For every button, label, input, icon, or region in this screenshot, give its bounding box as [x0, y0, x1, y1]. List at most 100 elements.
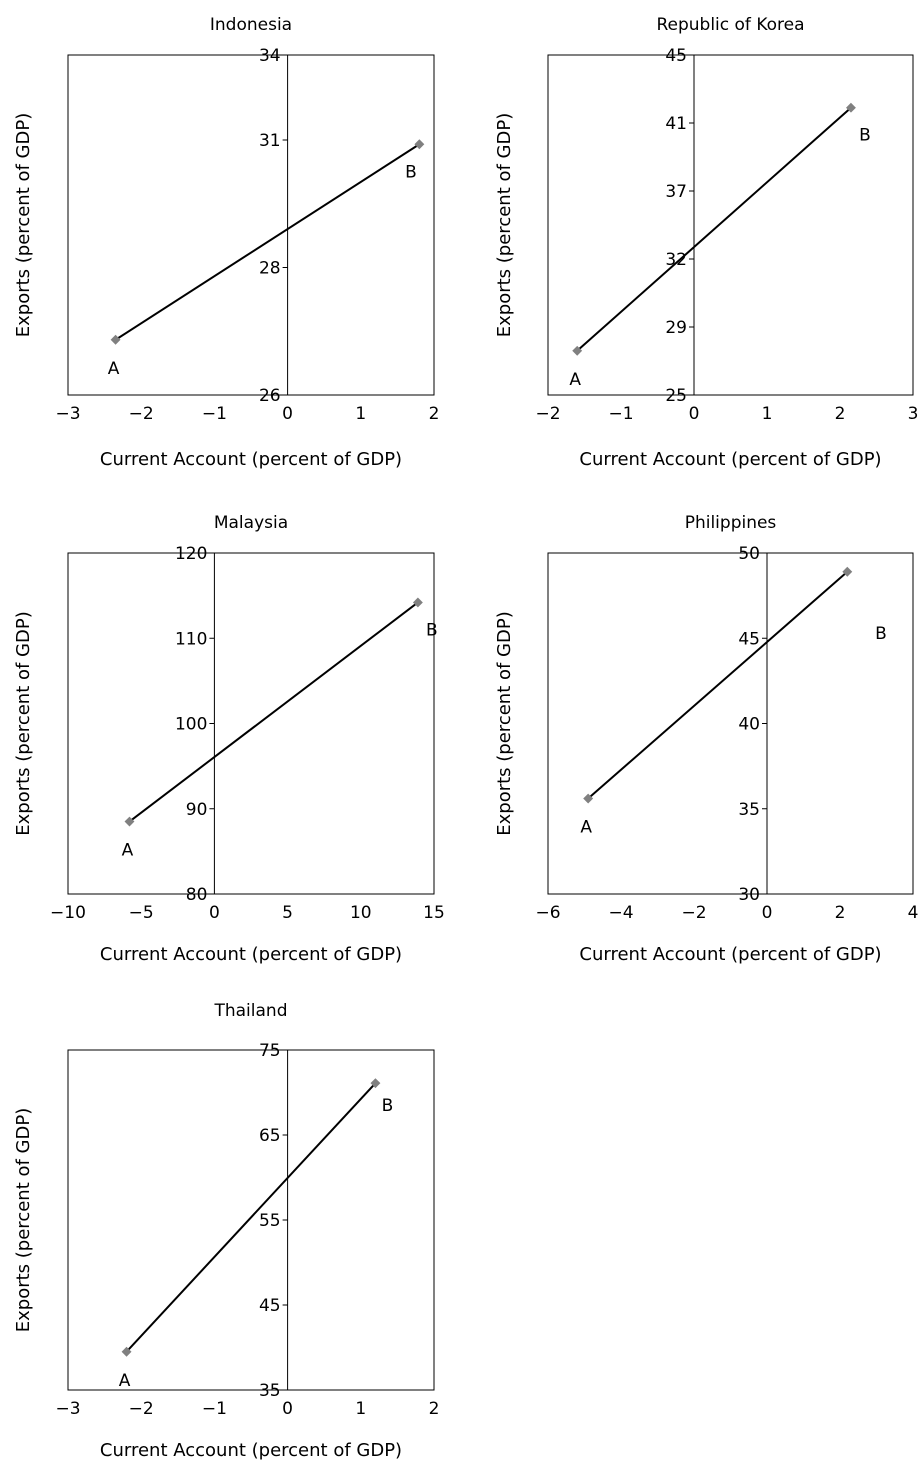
- y-tick-label: 31: [259, 131, 281, 151]
- point-label: B: [859, 126, 871, 146]
- chart-title: Malaysia: [214, 513, 288, 533]
- data-point: [124, 816, 135, 827]
- y-tick-label: 55: [259, 1211, 281, 1231]
- data-point: [121, 1346, 132, 1357]
- y-axis-label: Exports (percent of GDP): [13, 113, 34, 337]
- point-label: A: [108, 359, 120, 379]
- series-line: [125, 1082, 377, 1353]
- point-label: A: [569, 370, 581, 390]
- data-point: [846, 102, 856, 113]
- point-label: B: [426, 620, 438, 640]
- x-tick-label: 4: [908, 903, 919, 923]
- y-tick-label: 50: [738, 544, 760, 564]
- x-tick-label: 0: [762, 903, 773, 923]
- plot-frame: [67, 1049, 435, 1391]
- x-axis-label: Current Account (percent of GDP): [579, 449, 881, 470]
- chart-title: Philippines: [685, 513, 777, 533]
- chart-panel: Philippines −6 −4 −2 0 2 4 30 35 40 45 50 Current Ac…: [494, 513, 918, 965]
- y-tick-label: 35: [259, 1381, 281, 1401]
- x-tick-label: 15: [423, 903, 445, 923]
- x-tick-label: −1: [608, 404, 633, 424]
- chart-panel: Malaysia −10 −5 0 5 10 15 80 90 100 110 120 Current …: [13, 513, 445, 965]
- data-point: [583, 793, 594, 804]
- x-tick-label: 1: [355, 1399, 366, 1419]
- y-tick-label: 30: [738, 885, 760, 905]
- data-point: [412, 597, 423, 608]
- y-axis-label: Exports (percent of GDP): [13, 1108, 34, 1332]
- chart-title: Republic of Korea: [656, 15, 804, 35]
- series-line: [576, 106, 852, 352]
- series-line: [587, 571, 848, 800]
- chart-title: Indonesia: [210, 15, 292, 35]
- series-line: [115, 143, 420, 341]
- x-tick-label: 5: [282, 903, 293, 923]
- point-label: A: [119, 1371, 131, 1391]
- x-tick-label: 0: [282, 404, 293, 424]
- y-tick-label: 25: [665, 386, 687, 406]
- y-tick-label: 34: [259, 46, 281, 66]
- x-tick-label: 0: [689, 404, 700, 424]
- chart-title: Thailand: [213, 1001, 287, 1021]
- y-tick-label: 45: [738, 629, 760, 649]
- y-tick-label: 65: [259, 1126, 281, 1146]
- plot-frame: [547, 54, 914, 396]
- y-tick-label: 35: [738, 800, 760, 820]
- x-tick-label: −1: [202, 1399, 227, 1419]
- x-tick-label: −3: [55, 404, 80, 424]
- y-tick-label: 110: [175, 629, 207, 649]
- x-tick-label: 2: [429, 1399, 440, 1419]
- plot-frame: [67, 54, 435, 396]
- x-tick-label: −3: [55, 1399, 80, 1419]
- y-axis-label: Exports (percent of GDP): [494, 611, 515, 835]
- y-tick-label: 41: [665, 114, 687, 134]
- x-tick-label: −2: [129, 1399, 154, 1419]
- y-tick-label: 40: [738, 715, 760, 735]
- x-tick-label: −2: [129, 404, 154, 424]
- data-point: [842, 566, 853, 577]
- y-tick-label: 100: [175, 715, 207, 735]
- chart-panel: Republic of Korea −2 −1 0 1 2 3 25 29 32 37 41 45 Cur…: [494, 15, 918, 470]
- series-line: [128, 601, 419, 823]
- plot-frame: [67, 552, 435, 895]
- y-tick-label: 29: [665, 318, 687, 338]
- x-tick-label: −6: [535, 903, 560, 923]
- y-tick-label: 28: [259, 259, 281, 279]
- y-tick-label: 37: [665, 182, 687, 202]
- point-label: A: [580, 818, 592, 838]
- data-point: [110, 334, 121, 345]
- x-axis-label: Current Account (percent of GDP): [100, 1440, 402, 1461]
- y-tick-label: 26: [259, 386, 281, 406]
- x-tick-label: 2: [835, 404, 846, 424]
- x-axis-label: Current Account (percent of GDP): [579, 944, 881, 965]
- data-point: [572, 345, 583, 356]
- chart-panel: Thailand −3 −2 −1 0 1 2 35 45 55 65 75 Current Accou…: [13, 1001, 439, 1461]
- y-tick-label: 90: [186, 800, 208, 820]
- x-axis-label: Current Account (percent of GDP): [100, 944, 402, 965]
- x-tick-label: 1: [762, 404, 773, 424]
- x-tick-label: 3: [908, 404, 919, 424]
- x-tick-label: −1: [202, 404, 227, 424]
- y-tick-label: 75: [259, 1041, 281, 1061]
- data-point: [370, 1078, 381, 1089]
- x-axis-label: Current Account (percent of GDP): [100, 449, 402, 470]
- point-label: B: [382, 1096, 394, 1116]
- x-tick-label: −2: [535, 404, 560, 424]
- y-tick-label: 45: [665, 46, 687, 66]
- chart-panel: Indonesia −3 −2 −1 0 1 2 26 28 31 34 Current Accoun…: [13, 15, 439, 470]
- y-axis-label: Exports (percent of GDP): [13, 611, 34, 835]
- y-tick-label: 120: [175, 544, 207, 564]
- plot-frame: [547, 552, 914, 895]
- x-tick-label: −5: [129, 903, 154, 923]
- x-tick-label: 2: [835, 903, 846, 923]
- y-tick-label: 45: [259, 1296, 281, 1316]
- x-tick-label: 0: [209, 903, 220, 923]
- x-tick-label: −10: [50, 903, 86, 923]
- x-tick-label: 10: [350, 903, 372, 923]
- y-tick-label: 80: [186, 885, 208, 905]
- point-label: B: [405, 162, 417, 182]
- point-label: B: [875, 624, 887, 644]
- x-tick-label: 0: [282, 1399, 293, 1419]
- x-tick-label: −4: [608, 903, 633, 923]
- y-axis-label: Exports (percent of GDP): [494, 113, 515, 337]
